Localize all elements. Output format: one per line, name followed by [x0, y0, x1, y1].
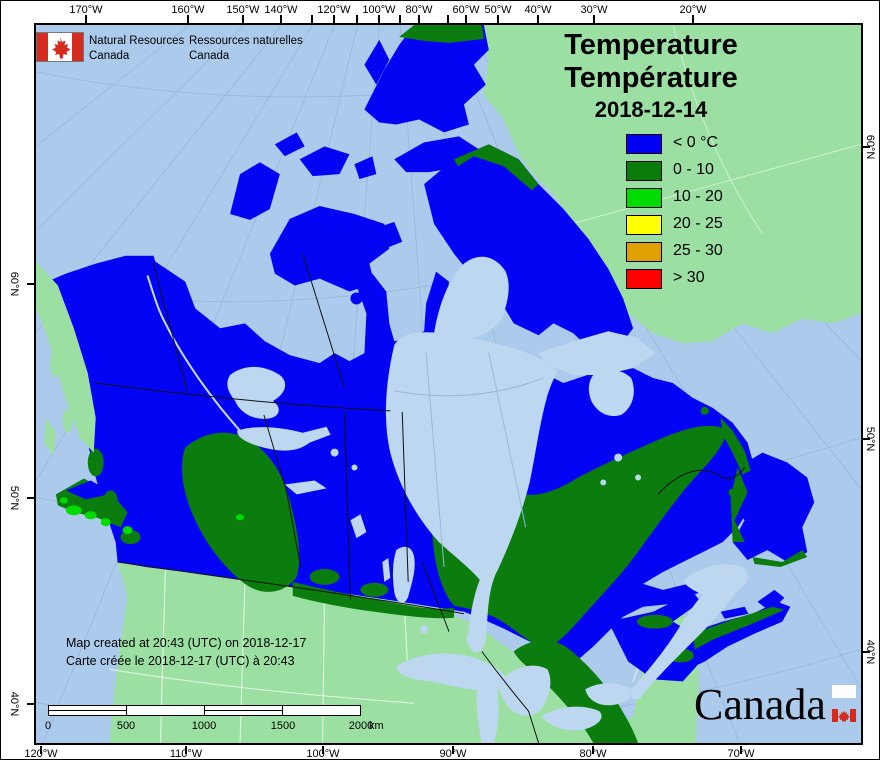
scale-label: 500	[116, 720, 136, 732]
legend-swatch	[626, 134, 662, 154]
lon-label: 60°W	[452, 4, 480, 16]
greenland-landmass	[473, 25, 861, 344]
lon-label: 80°W	[405, 4, 433, 16]
map-frame	[34, 23, 863, 745]
legend-label: > 30	[673, 269, 705, 286]
lat-label: 50°N	[8, 485, 20, 511]
vancouver-island-north	[65, 480, 114, 500]
nrcan-title-en: Natural Resources Canada	[89, 34, 184, 64]
map-title-fr: Température	[564, 62, 738, 94]
legend-swatch	[626, 242, 662, 262]
lat-label: 40°N	[8, 691, 20, 717]
legend-swatch	[626, 215, 662, 235]
inland-lakes	[227, 366, 642, 645]
lon-label: 70°W	[727, 748, 755, 760]
greenland-graticule	[553, 25, 861, 235]
scale-segment	[49, 706, 126, 715]
lon-label: 40°W	[524, 4, 552, 16]
alaska-panhandle	[36, 261, 96, 456]
lon-label: 30°W	[580, 4, 608, 16]
zero-to-ten-regions	[79, 25, 808, 743]
nrcan-en-line2: Canada	[89, 50, 130, 62]
ten-to-twenty-spots	[59, 497, 244, 535]
lon-label: 170°W	[69, 4, 103, 16]
created-en: Map created at 20:43 (UTC) on 2018-12-17	[66, 636, 307, 650]
nrcan-fr-line2: Canada	[189, 50, 230, 62]
lon-label: 160°W	[171, 4, 205, 16]
nrcan-signature	[36, 32, 84, 62]
scale-bar	[48, 705, 361, 716]
legend-label: < 0 °C	[673, 134, 719, 151]
nrcan-title-fr: Ressources naturelles Canada	[189, 34, 303, 64]
scale-segment	[126, 706, 204, 715]
map-date: 2018-12-14	[594, 97, 708, 122]
scale-segment	[282, 706, 360, 715]
scale-segment	[204, 706, 282, 715]
wordmark-text: Canada	[694, 680, 826, 729]
scale-label: 1500	[270, 720, 296, 732]
map-title-block: Temperature Température 2018-12-14	[521, 29, 781, 123]
usa-landmass	[109, 562, 699, 743]
lon-label: 140°W	[264, 4, 298, 16]
scale-label: 1000	[191, 720, 217, 732]
lon-label: 150°W	[226, 4, 260, 16]
legend-label: 0 - 10	[673, 161, 714, 178]
arctic-islands	[230, 25, 634, 354]
lon-label: 100°W	[306, 748, 340, 760]
lat-label: 60°N	[8, 271, 20, 297]
legend-label: 25 - 30	[673, 242, 723, 259]
lon-label: 120°W	[24, 748, 58, 760]
canada-temperature-map	[36, 25, 861, 743]
wordmark-flag-icon	[832, 685, 856, 722]
mackenzie-river	[146, 275, 241, 432]
lon-label: 80°W	[579, 748, 607, 760]
legend-label: 20 - 25	[673, 215, 723, 232]
legend-swatch	[626, 188, 662, 208]
nrcan-en-line1: Natural Resources	[89, 35, 185, 47]
usa-state-borders	[109, 569, 674, 743]
canada-flag-icon	[36, 32, 84, 62]
scale-label: 2000	[348, 720, 374, 732]
lon-label: 110°W	[169, 748, 203, 760]
graticule-over-bay	[394, 353, 544, 568]
lon-label: 50°W	[484, 4, 512, 16]
created-fr: Carte créée le 2018-12-17 (UTC) à 20:43	[66, 654, 295, 668]
great-lakes	[396, 564, 748, 743]
legend-swatch	[626, 269, 662, 289]
lon-label: 20°W	[679, 4, 707, 16]
hudson-bay-and-straits	[385, 256, 655, 653]
scale-label: 0	[44, 720, 52, 732]
map-title-en: Temperature	[564, 29, 738, 61]
legend-swatch	[626, 161, 662, 181]
lon-label: 90°W	[439, 748, 467, 760]
canada-wordmark: Canada	[694, 680, 856, 729]
province-borders	[95, 253, 745, 743]
map-created-note: Map created at 20:43 (UTC) on 2018-12-17…	[66, 634, 306, 670]
nrcan-fr-line1: Ressources naturelles	[189, 35, 303, 47]
legend-label: 10 - 20	[673, 188, 723, 205]
lon-label: 100°W	[362, 4, 396, 16]
scale-unit: km	[369, 720, 384, 732]
lon-label: 120°W	[317, 4, 351, 16]
